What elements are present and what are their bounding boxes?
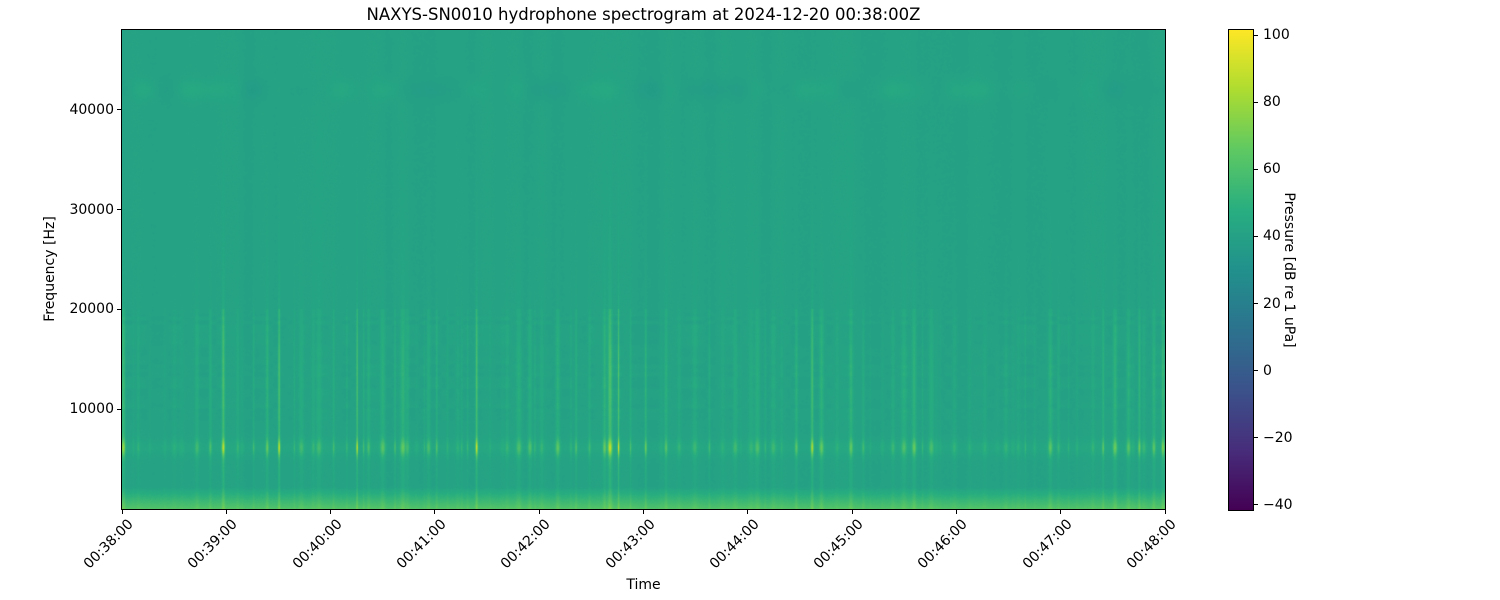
colorbar — [1229, 30, 1253, 510]
x-tick-label: 00:46:00 — [915, 516, 971, 573]
colorbar-tick-label: −40 — [1263, 496, 1293, 513]
colorbar-tick-mark — [1254, 504, 1258, 506]
x-tick-label: 00:47:00 — [1019, 516, 1076, 573]
x-tick-label: 00:41:00 — [393, 516, 450, 573]
x-tick-mark — [1060, 510, 1062, 514]
colorbar-tick-label: 80 — [1263, 94, 1281, 111]
colorbar-tick-label: 100 — [1263, 27, 1290, 44]
x-tick-label: 00:40:00 — [289, 516, 346, 573]
colorbar-tick-mark — [1254, 437, 1258, 439]
x-tick-mark — [121, 510, 123, 514]
colorbar-label: Pressure [dB re 1 uPa] — [1281, 192, 1297, 348]
x-tick-mark — [643, 510, 644, 514]
y-tick-label: 10000 — [69, 401, 114, 418]
x-tick-label: 00:48:00 — [1123, 516, 1180, 573]
y-tick-label: 20000 — [69, 301, 114, 318]
x-tick-label: 00:39:00 — [185, 516, 241, 573]
x-tick-mark — [434, 510, 436, 514]
x-tick-mark — [955, 510, 957, 514]
y-tick-mark — [117, 408, 121, 410]
colorbar-tick-mark — [1254, 34, 1258, 36]
x-tick-label: 00:45:00 — [810, 516, 867, 573]
colorbar-tick-label: 20 — [1263, 295, 1281, 312]
colorbar-tick-mark — [1254, 303, 1258, 305]
colorbar-tick-label: 40 — [1263, 228, 1281, 245]
colorbar-tick-mark — [1254, 168, 1258, 170]
y-tick-mark — [117, 209, 121, 211]
colorbar-tick-mark — [1254, 370, 1258, 372]
colorbar-tick-label: 60 — [1263, 161, 1281, 178]
x-tick-mark — [851, 510, 853, 514]
colorbar-tick-label: −20 — [1263, 429, 1293, 446]
plot-title: NAXYS-SN0010 hydrophone spectrogram at 2… — [366, 5, 921, 24]
colorbar-tick-mark — [1254, 101, 1258, 103]
x-tick-mark — [330, 510, 332, 514]
x-tick-mark — [225, 510, 227, 514]
x-axis-label: Time — [626, 577, 661, 593]
x-tick-label: 00:42:00 — [498, 516, 554, 573]
y-tick-mark — [117, 109, 121, 111]
x-tick-mark — [1164, 510, 1166, 514]
x-tick-label: 00:38:00 — [80, 516, 137, 573]
x-tick-label: 00:43:00 — [602, 516, 659, 573]
y-tick-label: 40000 — [69, 101, 114, 118]
y-tick-label: 30000 — [69, 201, 114, 218]
colorbar-tick-mark — [1254, 235, 1258, 237]
y-tick-mark — [117, 308, 121, 310]
x-tick-label: 00:44:00 — [706, 516, 763, 573]
x-tick-mark — [538, 510, 540, 514]
colorbar-tick-label: 0 — [1263, 362, 1272, 379]
x-tick-mark — [747, 510, 749, 514]
spectrogram-heatmap — [122, 30, 1165, 509]
